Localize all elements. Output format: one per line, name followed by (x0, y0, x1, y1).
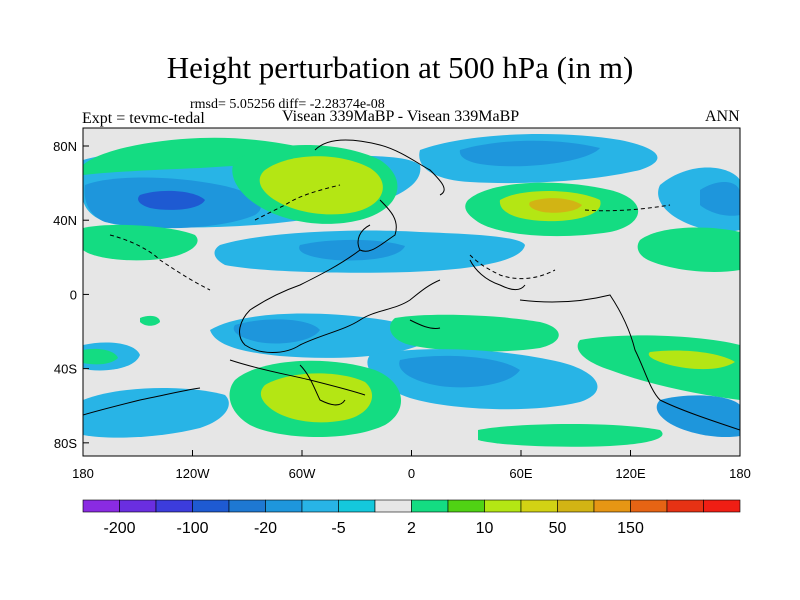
colorbar-swatch (228, 499, 266, 513)
x-tick-label: 60W (289, 466, 316, 481)
y-tick-label: 80N (53, 139, 77, 154)
colorbar-swatch (374, 499, 412, 513)
coastline-islands (409, 259, 526, 329)
y-axis: 80N 40N 0 40S 80S (53, 139, 89, 451)
coastline-north-coast-dashed (254, 184, 341, 221)
y-tick-label: 0 (70, 287, 77, 302)
colorbar-swatch (338, 499, 376, 513)
contour-fills (83, 134, 740, 447)
contour-south-polar-green (478, 424, 663, 447)
contour-east-green (637, 227, 740, 272)
x-tick-label: 180 (72, 466, 94, 481)
colorbar-swatch (82, 499, 120, 513)
coastline-southern-continent (229, 359, 366, 406)
chart-title: Height perturbation at 500 hPa (in m) (166, 50, 634, 85)
colorbar-label: -20 (254, 520, 277, 537)
coastline-north-continent (314, 139, 445, 252)
colorbar-label: -5 (331, 520, 345, 537)
colorbar-swatch (265, 499, 303, 513)
case-label: Visean 339MaBP - Visean 339MaBP (282, 108, 520, 125)
colorbar-swatch (703, 499, 741, 513)
contour-far-northeast-blue (700, 181, 740, 216)
colorbar-label: -200 (103, 520, 135, 537)
coastline-west-dashed (109, 234, 211, 291)
coastline-central-continent (239, 249, 441, 353)
colorbar-swatch (155, 499, 193, 513)
colorbar-swatch (630, 499, 668, 513)
coastline-southwest (83, 387, 201, 416)
contour-south-green-band (390, 314, 559, 352)
contour-north-pole-blue (459, 140, 600, 167)
x-tick-label: 180 (729, 466, 751, 481)
contour-south-blue-mid (399, 355, 520, 388)
colorbar-swatch (119, 499, 157, 513)
contour-equator-blue (299, 239, 405, 261)
contour-south-blue-left (233, 319, 320, 344)
contour-northwest-green (83, 137, 330, 175)
contour-equator-green (140, 315, 160, 326)
contour-south-yellow-east (648, 350, 735, 370)
colorbar-label: -100 (176, 520, 208, 537)
x-tick-label: 120E (615, 466, 646, 481)
colorbar-swatch (593, 499, 631, 513)
contour-southwest-green (83, 348, 118, 365)
colorbar-label: 150 (617, 520, 644, 537)
colorbar-label: 10 (476, 520, 494, 537)
contour-west-green (83, 224, 198, 261)
colorbar-swatch (447, 499, 485, 513)
colorbar-swatch (557, 499, 595, 513)
y-tick-label: 80S (54, 436, 77, 451)
colorbar-swatch (484, 499, 522, 513)
coastline-southeast-coast (519, 294, 740, 431)
season-label: ANN (705, 108, 740, 125)
colorbar-label: 2 (407, 520, 416, 537)
colorbar-swatch (192, 499, 230, 513)
colorbar-label: 50 (549, 520, 567, 537)
contour-south-blue-east (656, 395, 740, 438)
contour-south-pacific-yellow (260, 373, 373, 423)
colorbar-swatch (666, 499, 704, 513)
y-tick-label: 40S (54, 362, 77, 377)
colorbar-swatch (301, 499, 339, 513)
x-tick-label: 0 (408, 466, 415, 481)
contour-south-green-east (577, 335, 740, 400)
chart-subtitle: rmsd= 5.05256 diff= -2.28374e-08 (190, 97, 385, 112)
coastlines (83, 139, 740, 431)
x-tick-label: 120W (176, 466, 211, 481)
colorbar: -200 -100 -20 -5 2 10 50 150 (82, 499, 741, 537)
experiment-label: Expt = tevmc-tedal (82, 110, 205, 127)
x-axis: 180 120W 60W 0 60E 120E 180 (72, 450, 751, 481)
contour-northwest-core (138, 190, 205, 210)
colorbar-swatch (520, 499, 558, 513)
x-tick-label: 60E (509, 466, 532, 481)
y-tick-label: 40N (53, 213, 77, 228)
coastline-east-dashed (469, 204, 671, 280)
contour-north-yellow-high (259, 156, 383, 215)
contour-southwest-cyan-band (83, 388, 229, 438)
colorbar-swatch (411, 499, 449, 513)
contour-northeast-core (529, 198, 582, 213)
